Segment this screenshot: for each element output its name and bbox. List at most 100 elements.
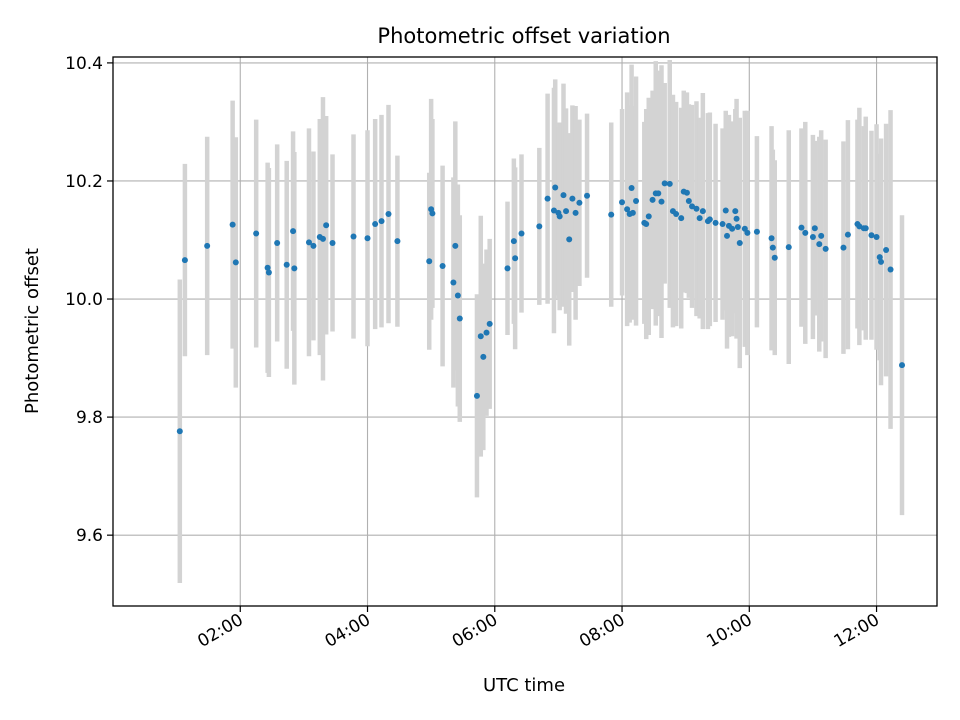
data-point xyxy=(868,232,875,239)
data-point xyxy=(512,255,519,262)
data-point xyxy=(486,320,493,327)
data-point xyxy=(658,198,665,205)
data-point xyxy=(454,292,461,299)
data-point xyxy=(350,233,357,240)
data-point xyxy=(518,230,525,237)
data-point xyxy=(722,207,729,214)
data-point xyxy=(290,228,297,235)
data-point xyxy=(818,232,825,239)
data-point xyxy=(732,208,739,215)
data-point xyxy=(798,224,805,231)
data-point xyxy=(504,265,511,272)
data-point xyxy=(552,184,559,191)
data-point xyxy=(550,207,557,214)
data-point xyxy=(719,221,726,228)
data-point xyxy=(473,392,480,399)
data-point xyxy=(744,229,751,236)
data-point xyxy=(699,208,706,215)
data-point xyxy=(629,209,636,216)
data-point xyxy=(816,241,823,248)
data-point xyxy=(809,234,816,241)
data-point xyxy=(883,247,890,254)
data-point xyxy=(283,261,290,268)
data-point xyxy=(887,266,894,273)
data-point xyxy=(878,258,885,265)
data-point xyxy=(649,196,656,203)
data-point xyxy=(734,224,741,231)
data-point xyxy=(696,215,703,222)
data-point xyxy=(429,210,436,217)
data-point xyxy=(608,211,615,218)
data-point xyxy=(544,195,551,202)
chart-title: Photometric offset variation xyxy=(377,24,670,48)
data-point xyxy=(510,238,517,245)
data-point xyxy=(265,269,272,276)
data-point xyxy=(733,215,740,222)
data-point xyxy=(576,199,583,206)
data-point xyxy=(232,259,239,266)
data-point xyxy=(176,428,183,435)
data-point xyxy=(678,215,685,222)
data-point xyxy=(802,229,809,236)
data-point xyxy=(706,216,713,223)
data-point xyxy=(673,211,680,218)
y-tick-label: 10.2 xyxy=(65,172,103,192)
data-point xyxy=(229,221,236,228)
data-point xyxy=(724,232,731,239)
data-point xyxy=(771,254,778,261)
data-point xyxy=(822,245,829,252)
data-point xyxy=(785,244,792,251)
data-point xyxy=(712,219,719,226)
data-point xyxy=(253,230,260,237)
data-point xyxy=(563,208,570,215)
y-tick-label: 9.6 xyxy=(76,526,103,546)
data-point xyxy=(661,180,668,187)
y-tick-label: 10.0 xyxy=(65,290,103,310)
data-point xyxy=(685,198,692,205)
y-tick-label: 9.8 xyxy=(76,408,103,428)
data-point xyxy=(566,236,573,243)
data-point xyxy=(768,235,775,242)
data-point xyxy=(628,185,635,192)
data-point xyxy=(378,218,385,225)
data-point xyxy=(264,264,271,271)
x-axis-label: UTC time xyxy=(483,675,565,696)
data-point xyxy=(633,198,640,205)
data-point xyxy=(876,254,883,261)
data-point xyxy=(753,228,760,235)
data-point xyxy=(569,195,576,202)
data-point xyxy=(456,315,463,322)
data-point xyxy=(319,235,326,242)
data-point xyxy=(655,190,662,197)
data-point xyxy=(536,223,543,230)
y-axis-label: Photometric offset xyxy=(22,248,43,414)
data-point xyxy=(329,239,336,246)
data-point xyxy=(584,192,591,199)
data-point xyxy=(426,258,433,265)
data-point xyxy=(305,239,312,246)
data-point xyxy=(480,353,487,360)
data-point xyxy=(364,235,371,242)
data-point xyxy=(310,242,317,249)
data-point xyxy=(729,225,736,232)
data-point xyxy=(899,362,906,369)
data-point xyxy=(323,222,330,229)
data-point xyxy=(556,213,563,220)
data-point xyxy=(643,221,650,228)
data-point xyxy=(372,221,379,228)
data-point xyxy=(769,244,776,251)
plot-frame xyxy=(112,56,938,607)
data-point xyxy=(844,231,851,238)
data-point xyxy=(394,238,401,245)
data-point xyxy=(439,262,446,269)
data-point xyxy=(274,239,281,246)
data-point xyxy=(619,199,626,206)
y-tick-label: 10.4 xyxy=(65,54,103,74)
data-point xyxy=(560,192,567,199)
data-point xyxy=(683,189,690,196)
data-point xyxy=(736,239,743,246)
data-points xyxy=(176,180,906,435)
data-point xyxy=(181,257,188,264)
data-point xyxy=(450,279,457,286)
